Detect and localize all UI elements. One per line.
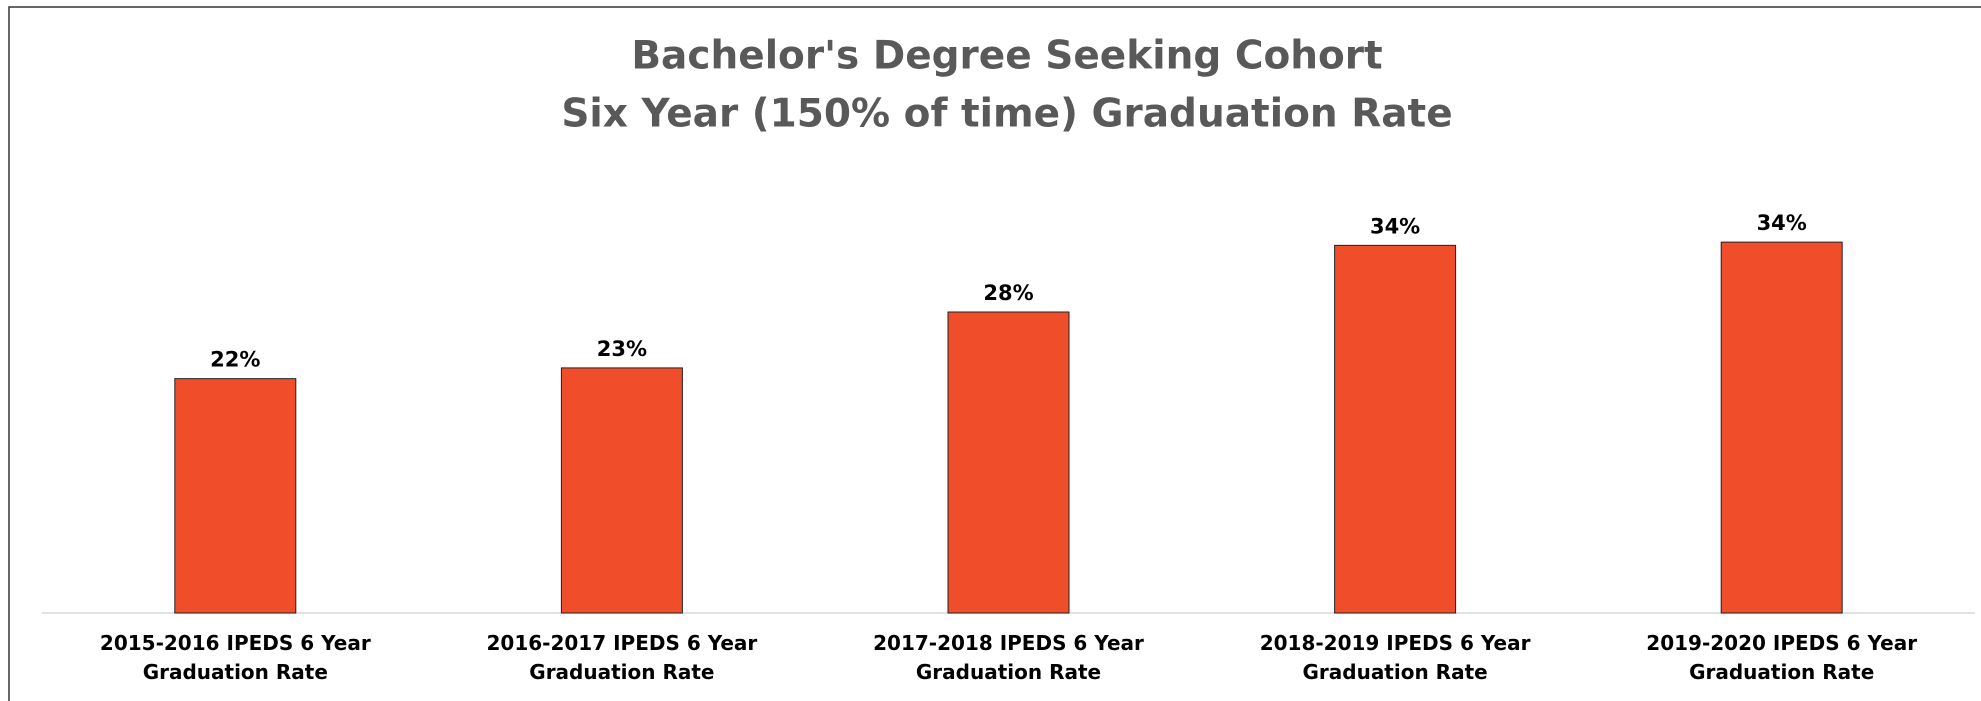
value-label: 34% xyxy=(1757,211,1807,235)
value-label: 34% xyxy=(1370,214,1420,238)
bar xyxy=(1334,244,1457,614)
chart-subtitle: Six Year (150% of time) Graduation Rate xyxy=(561,92,1452,137)
x-tick-label: 2019-2020 IPEDS 6 Year Graduation Rate xyxy=(1646,631,1918,684)
x-tick-label: 2017-2018 IPEDS 6 Year Graduation Rate xyxy=(873,631,1144,684)
bar xyxy=(947,311,1070,614)
chart-title: Bachelor's Degree Seeking Cohort xyxy=(631,34,1382,79)
x-tick-label: 2018-2019 IPEDS 6 Year Graduation Rate xyxy=(1259,631,1531,684)
value-label: 23% xyxy=(597,337,647,361)
bar xyxy=(560,367,683,614)
x-tick-label: 2016-2017 IPEDS 6 Year Graduation Rate xyxy=(486,631,758,684)
x-tick-label: 2015-2016 IPEDS 6 Year Graduation Rate xyxy=(99,631,371,684)
chart-frame xyxy=(8,6,1981,701)
bar xyxy=(1720,241,1843,614)
value-label: 28% xyxy=(983,281,1033,305)
bar xyxy=(174,378,297,614)
value-label: 22% xyxy=(210,348,260,372)
